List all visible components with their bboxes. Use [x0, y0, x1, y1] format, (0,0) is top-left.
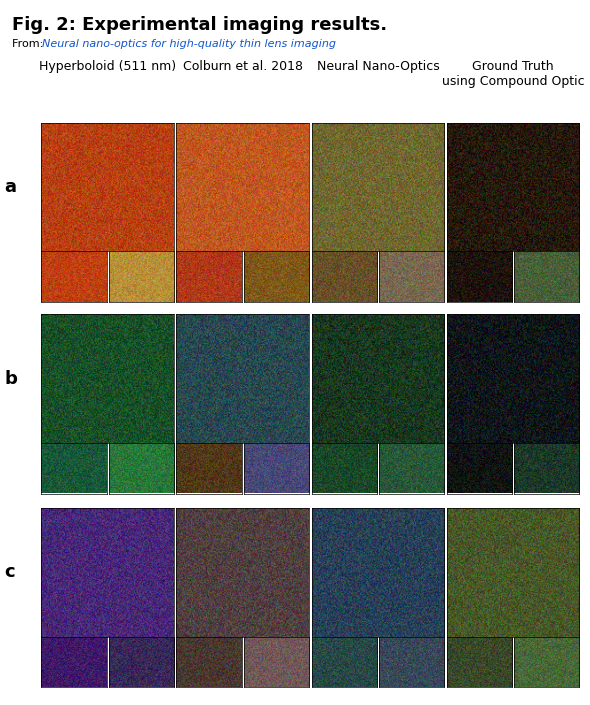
Text: Neural Nano-Optics: Neural Nano-Optics [316, 60, 440, 73]
Text: b: b [5, 369, 18, 388]
Text: Fig. 2: Experimental imaging results.: Fig. 2: Experimental imaging results. [12, 16, 387, 34]
Text: Ground Truth
using Compound Optic: Ground Truth using Compound Optic [442, 60, 584, 88]
Text: Neural nano-optics for high-quality thin lens imaging: Neural nano-optics for high-quality thin… [42, 39, 336, 49]
Text: Hyperboloid (511 nm): Hyperboloid (511 nm) [39, 60, 176, 73]
Text: Colburn et al. 2018: Colburn et al. 2018 [183, 60, 303, 73]
Text: a: a [5, 178, 17, 196]
Text: c: c [5, 563, 15, 582]
Text: From:: From: [12, 39, 47, 49]
